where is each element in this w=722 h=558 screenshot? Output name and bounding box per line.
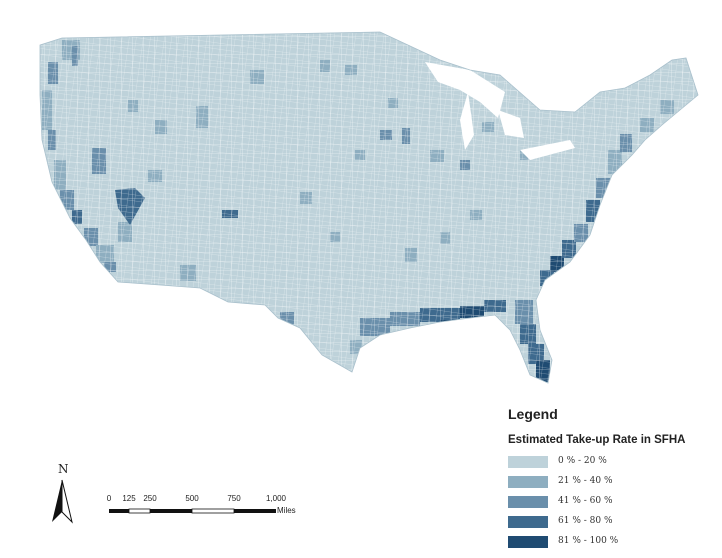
legend-item: 21 % - 40 % <box>508 474 708 490</box>
legend-label: 0 % - 20 % <box>558 456 607 466</box>
scale-tick-label: 250 <box>143 494 157 503</box>
legend-label: 21 % - 40 % <box>558 476 613 486</box>
legend-label: 41 % - 60 % <box>558 496 613 506</box>
legend-swatch <box>508 456 548 468</box>
lake-superior <box>425 62 505 118</box>
map-fill-group <box>40 32 698 383</box>
scale-bar: 0 125 250 500 750 1,000 Miles <box>100 494 310 520</box>
us-county-map <box>39 31 699 384</box>
north-arrow: N <box>48 462 84 524</box>
legend-title: Legend <box>508 406 558 422</box>
legend-subtitle: Estimated Take-up Rate in SFHA <box>508 434 686 446</box>
county-boundaries-fine <box>40 32 698 383</box>
legend-item: 0 % - 20 % <box>508 454 708 470</box>
legend: Legend Estimated Take-up Rate in SFHA 0 … <box>500 398 715 548</box>
scale-tick-label: 125 <box>122 494 136 503</box>
north-label: N <box>58 462 69 476</box>
scale-tick-label: 750 <box>227 494 241 503</box>
lake-huron <box>498 110 524 138</box>
us-outline <box>39 31 699 384</box>
scale-bar-graphic <box>109 508 276 514</box>
legend-swatch <box>508 496 548 508</box>
scale-tick-label: 1,000 <box>265 494 287 503</box>
legend-item: 41 % - 60 % <box>508 494 708 510</box>
legend-item: 61 % - 80 % <box>508 514 708 530</box>
scale-tick-label: 0 <box>106 494 112 503</box>
scale-tick-label: 500 <box>185 494 199 503</box>
legend-swatch <box>508 536 548 548</box>
north-arrow-icon <box>52 479 73 524</box>
lake-michigan <box>460 92 474 150</box>
legend-item: 81 % - 100 % <box>508 534 708 550</box>
legend-swatch <box>508 516 548 528</box>
legend-label: 81 % - 100 % <box>558 536 619 546</box>
scale-unit-label: Miles <box>277 506 296 515</box>
legend-swatch <box>508 476 548 488</box>
legend-label: 61 % - 80 % <box>558 516 613 526</box>
lake-erie <box>520 140 575 160</box>
map-svg <box>39 31 699 384</box>
